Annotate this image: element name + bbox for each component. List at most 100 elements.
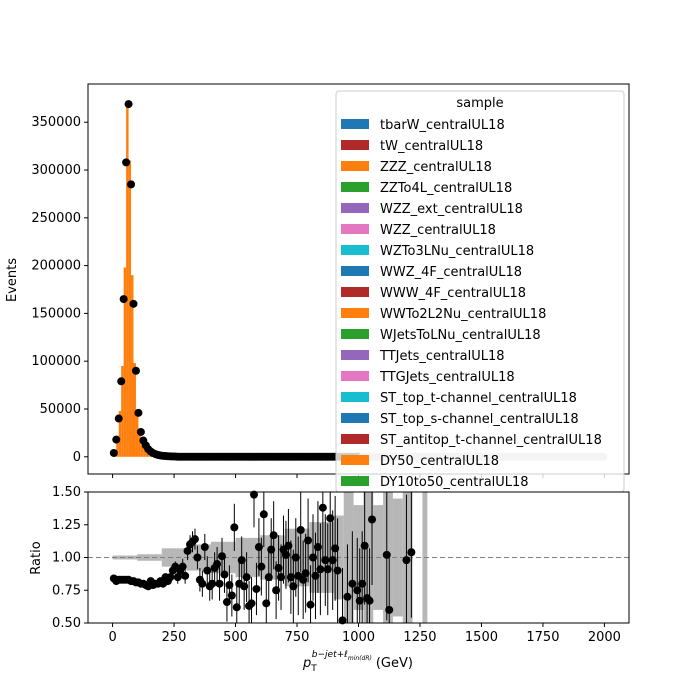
ratio-point: [181, 571, 190, 580]
ratio-point: [247, 599, 256, 608]
legend-label: WWW_4F_centralUL18: [380, 286, 526, 301]
legend-swatch: [341, 329, 369, 339]
legend-swatch: [341, 434, 369, 444]
ratio-point: [257, 562, 266, 571]
legend-swatch: [341, 266, 369, 276]
ratio-point: [368, 515, 377, 524]
data-point: [129, 299, 138, 308]
x-tick-label: 750: [285, 630, 310, 645]
x-tick-label: 0: [108, 630, 116, 645]
legend-swatch: [341, 203, 369, 213]
legend-label: WJetsToLNu_centralUL18: [380, 328, 541, 343]
ratio-point: [365, 596, 374, 605]
legend-swatch: [341, 350, 369, 360]
mc-bar: [131, 275, 134, 457]
mc-bar: [138, 432, 141, 457]
main-y-tick-label: 250000: [31, 211, 81, 226]
ratio-point: [343, 592, 352, 601]
legend-swatch: [341, 413, 369, 423]
x-tick-label: 2000: [588, 630, 621, 645]
legend-label: tbarW_centralUL18: [380, 118, 505, 133]
ratio-point: [237, 556, 246, 565]
data-point: [117, 377, 126, 386]
data-point: [112, 435, 121, 444]
legend-swatch: [341, 140, 369, 150]
legend-label: ST_antitop_t-channel_centralUL18: [380, 433, 602, 448]
ratio-point: [242, 573, 251, 582]
ratio-y-tick-label: 0.50: [52, 616, 81, 631]
ratio-y-tick-label: 1.25: [52, 518, 81, 533]
ratio-point: [200, 543, 209, 552]
legend-label: WZZ_ext_centralUL18: [380, 202, 523, 217]
mc-bar: [140, 441, 144, 457]
mc-bar: [123, 267, 127, 457]
legend-label: ST_top_s-channel_centralUL18: [380, 412, 579, 427]
main-y-axis-label: Events: [5, 258, 20, 302]
ratio-point: [402, 556, 411, 565]
legend-label: DY50_centralUL18: [380, 454, 499, 469]
ratio-point: [259, 510, 268, 519]
data-point: [136, 427, 145, 436]
legend-label: WWTo2L2Nu_centralUL18: [380, 307, 546, 322]
main-y-tick-label: 0: [73, 450, 81, 465]
data-point: [134, 408, 143, 417]
main-y-tick-label: 350000: [31, 115, 81, 130]
mc-bar: [143, 446, 146, 457]
mc-bar: [116, 435, 119, 457]
mc-bar: [128, 160, 132, 457]
main-y-tick-label: 50000: [40, 402, 81, 417]
legend-entries: tbarW_centralUL18 tW_centralUL18 ZZZ_centr…: [341, 118, 602, 490]
data-point: [127, 180, 136, 189]
x-tick-label: 1000: [342, 630, 375, 645]
ratio-point: [385, 605, 394, 614]
legend-label: ST_top_t-channel_centralUL18: [380, 391, 577, 406]
data-point: [131, 366, 140, 375]
ratio-point: [338, 616, 347, 625]
legend-swatch: [341, 182, 369, 192]
main-y-tick-label: 200000: [31, 259, 81, 274]
ratio-point: [306, 600, 315, 609]
ratio-y-ticks: 0.50 0.75 1.00 1.25 1.50: [52, 485, 88, 631]
mc-bar: [118, 410, 122, 457]
mc-stack-bars: [113, 105, 178, 457]
main-y-tick-label: 100000: [31, 354, 81, 369]
mc-bar: [126, 105, 129, 457]
ratio-point: [220, 570, 229, 579]
legend-label: ZZZ_centralUL18: [380, 160, 492, 175]
ratio-point: [296, 525, 305, 534]
main-y-ticks: 0 50000 100000 150000 200000 250000 300000 3500…: [31, 115, 88, 465]
data-point: [124, 100, 133, 109]
ratio-point: [227, 591, 236, 600]
ratio-point: [193, 553, 202, 562]
ratio-point: [249, 490, 258, 499]
uncertainty-band-segment: [392, 498, 403, 617]
ratio-point: [230, 523, 239, 532]
x-tick-label: 1750: [526, 630, 559, 645]
legend-swatch: [341, 371, 369, 381]
ratio-point: [190, 535, 199, 544]
main-y-tick-label: 300000: [31, 163, 81, 178]
ratio-point: [213, 560, 222, 569]
legend-label: WWZ_4F_centralUL18: [380, 265, 522, 280]
x-axis-label-base: p: [302, 656, 311, 671]
ratio-point: [348, 579, 357, 588]
legend-label: WZZ_centralUL18: [380, 223, 496, 238]
x-axis-label: pTb−jet+ℓmin(dR) (GeV): [302, 650, 413, 674]
ratio-point: [382, 550, 391, 559]
mc-bar: [121, 365, 124, 457]
ratio-x-ticks: 0 250 500 750 1000 1250 1500 1750 2000: [108, 623, 621, 645]
legend-label: tW_centralUL18: [380, 139, 483, 154]
legend-swatch: [341, 308, 369, 318]
legend-label: ZZTo4L_centralUL18: [380, 181, 512, 196]
ratio-y-tick-label: 1.00: [52, 551, 81, 566]
x-tick-label: 1500: [465, 630, 498, 645]
legend-swatch: [341, 161, 369, 171]
legend-swatch: [341, 119, 369, 129]
ratio-point: [407, 548, 416, 557]
x-axis-label-sup: b−jet+ℓ: [312, 650, 348, 660]
data-point: [119, 295, 128, 304]
uncertainty-band-segment: [353, 505, 364, 610]
main-y-tick-label: 150000: [31, 306, 81, 321]
ratio-point: [316, 565, 325, 574]
ratio-y-axis-label: Ratio: [29, 541, 44, 574]
